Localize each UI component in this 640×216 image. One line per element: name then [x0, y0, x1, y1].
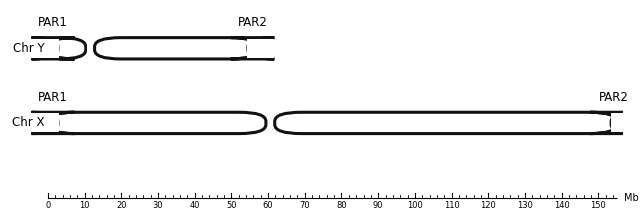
FancyBboxPatch shape — [31, 38, 74, 59]
Text: 20: 20 — [116, 201, 127, 210]
FancyBboxPatch shape — [48, 112, 266, 133]
FancyBboxPatch shape — [230, 38, 275, 59]
FancyBboxPatch shape — [275, 112, 617, 133]
Text: PAR1: PAR1 — [38, 16, 68, 29]
Text: 50: 50 — [226, 201, 237, 210]
FancyBboxPatch shape — [31, 112, 74, 133]
Text: 120: 120 — [481, 201, 496, 210]
Text: 30: 30 — [153, 201, 163, 210]
Text: 70: 70 — [300, 201, 310, 210]
Text: 140: 140 — [554, 201, 570, 210]
Bar — [247, 39, 275, 58]
FancyBboxPatch shape — [95, 38, 257, 59]
Text: Chr Y: Chr Y — [13, 42, 45, 55]
Text: 110: 110 — [444, 201, 460, 210]
Text: 40: 40 — [189, 201, 200, 210]
Text: 80: 80 — [336, 201, 347, 210]
FancyBboxPatch shape — [48, 38, 86, 59]
Text: 60: 60 — [263, 201, 273, 210]
Text: PAR1: PAR1 — [38, 91, 68, 104]
Bar — [31, 113, 58, 132]
Text: PAR2: PAR2 — [599, 91, 629, 104]
Text: 10: 10 — [79, 201, 90, 210]
Bar — [31, 39, 58, 58]
Text: 90: 90 — [373, 201, 383, 210]
Bar — [611, 113, 637, 132]
Text: 130: 130 — [517, 201, 533, 210]
Text: Chr X: Chr X — [12, 116, 45, 129]
Text: PAR2: PAR2 — [237, 16, 268, 29]
Text: 150: 150 — [591, 201, 606, 210]
Text: Mb: Mb — [624, 193, 639, 203]
FancyBboxPatch shape — [590, 112, 637, 133]
Bar — [268, 113, 273, 132]
Text: 100: 100 — [407, 201, 423, 210]
Bar — [88, 39, 93, 58]
Text: 0: 0 — [45, 201, 51, 210]
